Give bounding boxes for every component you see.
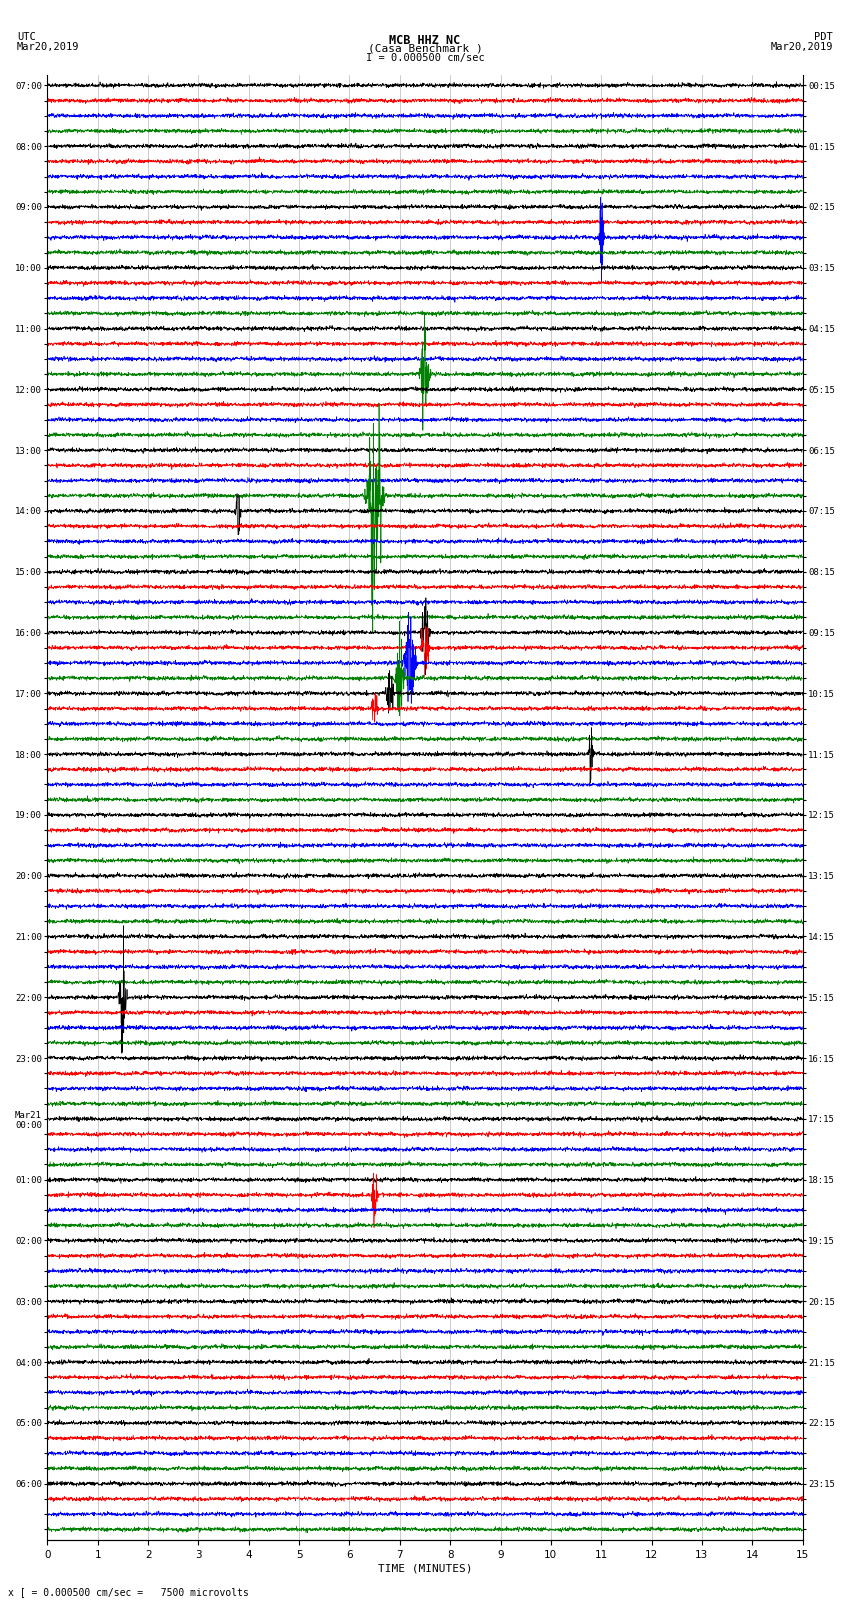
X-axis label: TIME (MINUTES): TIME (MINUTES) bbox=[377, 1565, 473, 1574]
Text: x [ = 0.000500 cm/sec =   7500 microvolts: x [ = 0.000500 cm/sec = 7500 microvolts bbox=[8, 1587, 249, 1597]
Text: I = 0.000500 cm/sec: I = 0.000500 cm/sec bbox=[366, 53, 484, 63]
Text: UTC: UTC bbox=[17, 32, 36, 42]
Text: PDT: PDT bbox=[814, 32, 833, 42]
Text: MCB HHZ NC: MCB HHZ NC bbox=[389, 34, 461, 47]
Text: Mar20,2019: Mar20,2019 bbox=[770, 42, 833, 52]
Text: Mar20,2019: Mar20,2019 bbox=[17, 42, 80, 52]
Text: (Casa Benchmark ): (Casa Benchmark ) bbox=[367, 44, 483, 53]
